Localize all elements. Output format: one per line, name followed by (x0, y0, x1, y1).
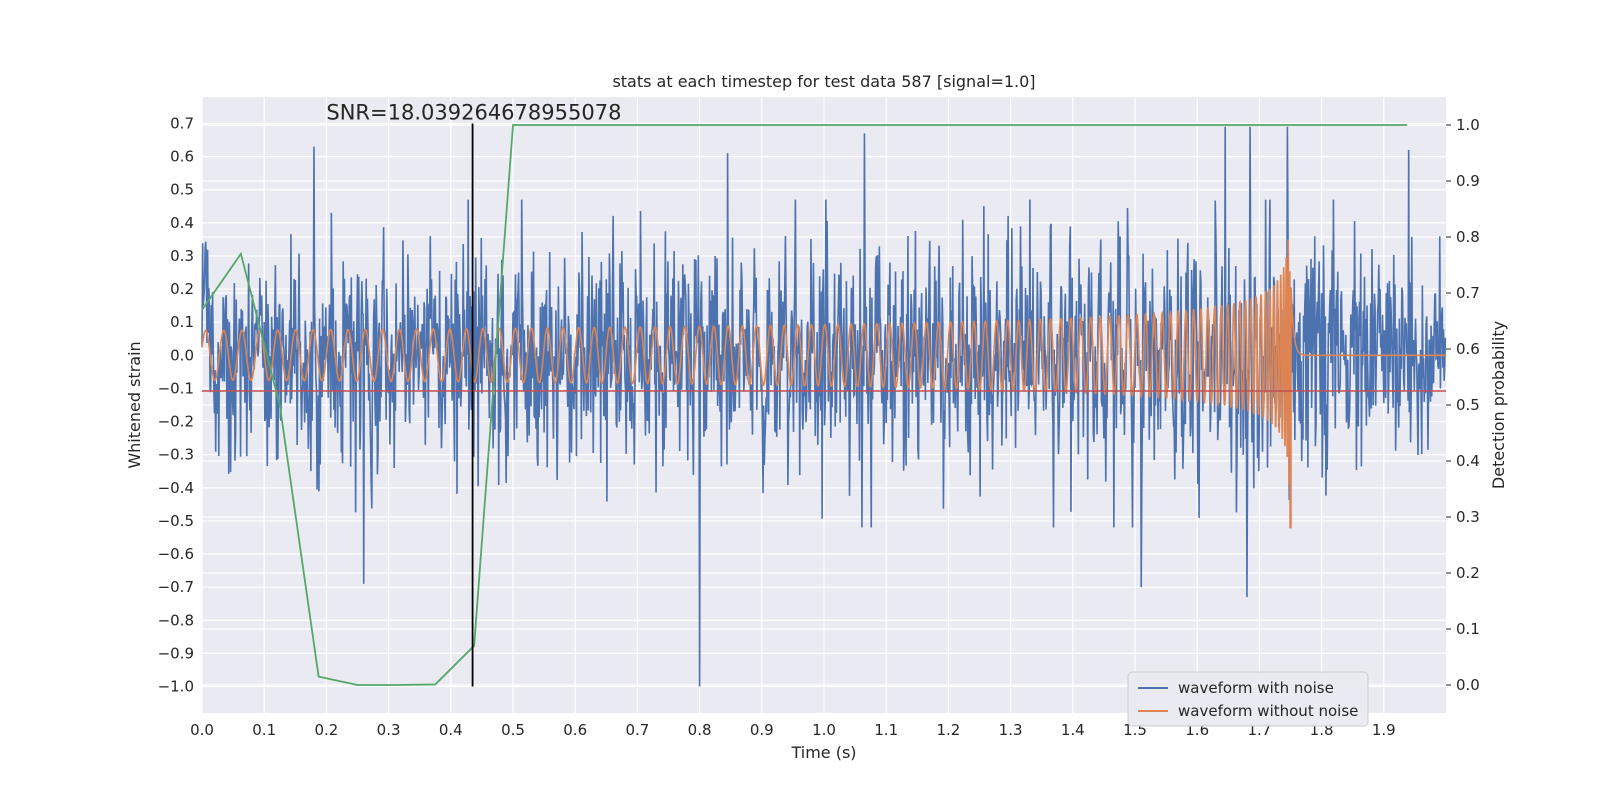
x-tick-label: 1.2 (936, 721, 960, 739)
series-waveform-with-noise (201, 126, 1447, 687)
x-tick-label: 0.3 (377, 721, 401, 739)
y2-tick-label: 0.4 (1456, 452, 1480, 470)
y-tick-label: −0.5 (158, 512, 194, 530)
x-tick-label: 0.4 (439, 721, 463, 739)
y-tick-label: 0.5 (170, 181, 194, 199)
x-tick-label: 1.1 (874, 721, 898, 739)
y-axis-label: Whitened strain (125, 341, 144, 468)
x-tick-label: 0.5 (501, 721, 525, 739)
y-tick-label: −1.0 (158, 678, 194, 696)
series-detection-and-lines (201, 123, 1446, 687)
y2-tick-label: 0.9 (1456, 172, 1480, 190)
y-tick-label: −0.1 (158, 379, 194, 397)
x-tick-label: 1.0 (812, 721, 836, 739)
chirp-line (201, 239, 1446, 529)
series-waveform-without-noise (201, 239, 1446, 529)
snr-annotation: SNR=18.039264678955078 (326, 100, 621, 124)
y-tick-label: 0.4 (170, 214, 194, 232)
legend-entry: waveform without noise (1178, 702, 1358, 720)
y2-tick-label: 0.6 (1456, 340, 1480, 358)
x-tick-label: 1.3 (999, 721, 1023, 739)
legend-entry: waveform with noise (1178, 679, 1334, 697)
y-tick-label: −0.9 (158, 644, 194, 662)
y2-tick-label: 0.3 (1456, 508, 1480, 526)
chart-title: stats at each timestep for test data 587… (612, 72, 1035, 91)
y-tick-label: −0.6 (158, 545, 194, 563)
y-tick-label: 0.2 (170, 280, 194, 298)
y2-tick-label: 0.7 (1456, 284, 1480, 302)
detection-probability-line (201, 124, 1408, 686)
y2-axis-label: Detection probability (1489, 321, 1508, 489)
y2-tick-label: 0.5 (1456, 396, 1480, 414)
legend-box (1127, 671, 1369, 727)
legend: waveform with noise waveform without nois… (1127, 671, 1369, 727)
y2-tick-label: 0.0 (1456, 676, 1480, 694)
y-tick-label: −0.7 (158, 578, 194, 596)
y2-tick-label: 0.8 (1456, 228, 1480, 246)
y-tick-label: 0.1 (170, 313, 194, 331)
y-tick-label: −0.2 (158, 413, 194, 431)
y-tick-label: 0.7 (170, 114, 194, 132)
tick-labels: 0.0 0.1 0.2 0.3 0.4 0.5 0.6 0.7 0.8 0.9 1.0 1.1 1.2 1… (158, 114, 1480, 739)
y2-tick-label: 0.1 (1456, 620, 1480, 638)
y-tick-label: −0.4 (158, 479, 194, 497)
x-tick-label: 0.1 (252, 721, 276, 739)
x-tick-label: 0.9 (750, 721, 774, 739)
x-tick-label: 0.7 (625, 721, 649, 739)
x-tick-label: 0.0 (190, 721, 214, 739)
noise-line (201, 126, 1447, 687)
x-tick-label: 0.6 (563, 721, 587, 739)
x-tick-label: 0.8 (688, 721, 712, 739)
x-axis-label: Time (s) (790, 743, 856, 762)
x-tick-label: 1.9 (1372, 721, 1396, 739)
y-tick-label: 0.6 (170, 148, 194, 166)
y-tick-label: 0.3 (170, 247, 194, 265)
y-tick-label: −0.8 (158, 611, 194, 629)
x-tick-label: 0.2 (314, 721, 338, 739)
y2-tick-label: 1.0 (1456, 116, 1480, 134)
y2-tick-label: 0.2 (1456, 564, 1480, 582)
x-tick-label: 1.4 (1061, 721, 1085, 739)
y-tick-label: 0.0 (170, 346, 194, 364)
y-tick-label: −0.3 (158, 446, 194, 464)
